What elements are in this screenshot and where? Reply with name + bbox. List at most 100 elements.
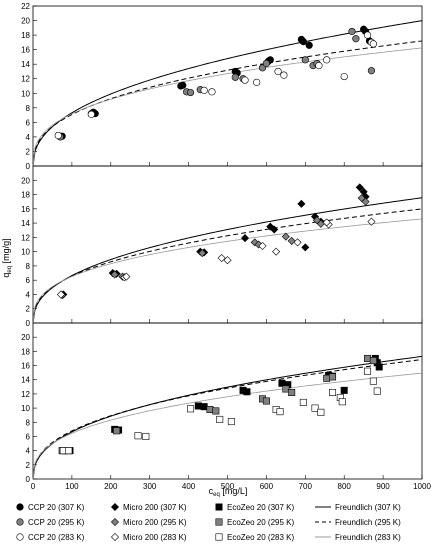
- legend-label: CCP 20 (307 K): [28, 503, 85, 512]
- y-tick-label: 8: [26, 262, 31, 271]
- data-point: [194, 402, 202, 410]
- panel-middle: 0 2 4 6 8 10 12 14 16 18 20: [21, 165, 423, 328]
- y-tick-label: 18: [21, 347, 30, 356]
- data-point: [348, 27, 356, 36]
- chart-panels: 0246810121416182022024681012141618200246…: [21, 2, 431, 491]
- y-tick-label: 14: [21, 60, 30, 69]
- data-point: [231, 73, 239, 81]
- data-point: [282, 385, 290, 393]
- x-axis-label-unit: [mg/L]: [220, 486, 248, 496]
- data-point: [113, 427, 121, 435]
- data-point: [223, 256, 232, 265]
- data-point: [323, 374, 331, 382]
- y-tick-label: 12: [21, 75, 30, 84]
- data-point: [338, 398, 346, 406]
- x-axis-label-sub: eq: [213, 492, 220, 498]
- data-point: [375, 363, 383, 371]
- data-point: [240, 234, 250, 243]
- y-tick-label: 22: [21, 2, 30, 11]
- data-point: [280, 71, 288, 79]
- data-point: [288, 388, 296, 396]
- data-point: [198, 249, 207, 258]
- y-tick-label: 0: [26, 475, 31, 484]
- legend-marker: [215, 503, 223, 511]
- data-point: [250, 238, 259, 247]
- data-point: [266, 222, 275, 231]
- data-point: [187, 405, 195, 413]
- y-tick-label: 8: [26, 104, 31, 113]
- data-point: [212, 407, 220, 415]
- data-point: [369, 357, 377, 365]
- fit-curve: [32, 372, 423, 480]
- x-tick-label: 700: [299, 482, 313, 491]
- data-point: [258, 241, 267, 250]
- data-point: [262, 59, 271, 68]
- x-tick-label: 900: [376, 482, 390, 491]
- legend-label: EcoZeo 20 (295 K): [227, 518, 294, 527]
- y-tick-label: 10: [21, 89, 30, 98]
- y-axis-label-main: q: [1, 273, 11, 278]
- legend: CCP 20 (307 K) Micro 200 (307 K) EcoZeo 20…: [16, 502, 401, 542]
- data-point: [122, 272, 131, 281]
- data-point: [323, 56, 331, 64]
- data-point: [369, 40, 377, 48]
- y-tick-label: 18: [21, 191, 30, 200]
- data-point: [361, 197, 370, 206]
- data-point: [373, 387, 381, 395]
- data-point: [206, 406, 214, 414]
- data-point: [270, 225, 279, 234]
- y-tick-label: 6: [26, 276, 31, 285]
- data-point: [297, 199, 306, 208]
- data-point: [340, 386, 348, 394]
- data-point: [299, 38, 307, 46]
- legend-marker: [215, 518, 223, 526]
- x-tick-label: 300: [143, 482, 157, 491]
- y-tick-label: 16: [21, 205, 30, 214]
- y-tick-label: 4: [26, 290, 31, 299]
- panel-frame: [32, 322, 423, 480]
- data-point: [179, 81, 187, 89]
- legend-marker: [110, 502, 120, 512]
- y-tick-label: 10: [21, 404, 30, 413]
- y-tick-label: 18: [21, 31, 30, 40]
- y-tick-label: 0: [26, 319, 31, 328]
- fit-curve: [32, 40, 423, 167]
- y-tick-label: 12: [21, 390, 30, 399]
- data-point: [216, 415, 224, 423]
- data-point: [142, 432, 150, 440]
- y-tick-label: 10: [21, 248, 30, 257]
- y-tick-label: 8: [26, 418, 31, 427]
- data-point: [87, 110, 95, 118]
- y-tick-label: 12: [21, 233, 30, 242]
- y-axis-label-sub: eq: [7, 266, 13, 273]
- y-tick-label: 14: [21, 376, 30, 385]
- data-point: [65, 447, 73, 455]
- data-point: [367, 217, 376, 226]
- data-point: [276, 408, 284, 416]
- data-point: [262, 397, 270, 405]
- data-point: [311, 404, 319, 412]
- y-tick-label: 20: [21, 333, 30, 342]
- data-point: [352, 35, 360, 43]
- y-tick-label: 20: [21, 176, 30, 185]
- y-tick-label: 14: [21, 219, 30, 228]
- legend-label: Micro 200 (283 K): [123, 533, 187, 542]
- legend-label: CCP 20 (283 K): [28, 533, 85, 542]
- y-axis-label-unit: [mg/g]: [1, 238, 11, 266]
- data-point: [281, 232, 290, 241]
- y-tick-label: 6: [26, 432, 31, 441]
- data-point: [364, 367, 372, 375]
- data-point: [340, 72, 348, 81]
- legend-label: EcoZeo 20 (283 K): [227, 533, 294, 542]
- x-tick-label: 600: [260, 482, 274, 491]
- y-tick-label: 0: [26, 162, 31, 171]
- data-point: [369, 377, 377, 385]
- fit-curve: [32, 355, 423, 480]
- data-point: [272, 247, 281, 256]
- data-point: [301, 243, 310, 252]
- data-point: [227, 418, 235, 426]
- legend-marker: [16, 518, 24, 526]
- legend-label: Freundlich (295 K): [335, 518, 401, 527]
